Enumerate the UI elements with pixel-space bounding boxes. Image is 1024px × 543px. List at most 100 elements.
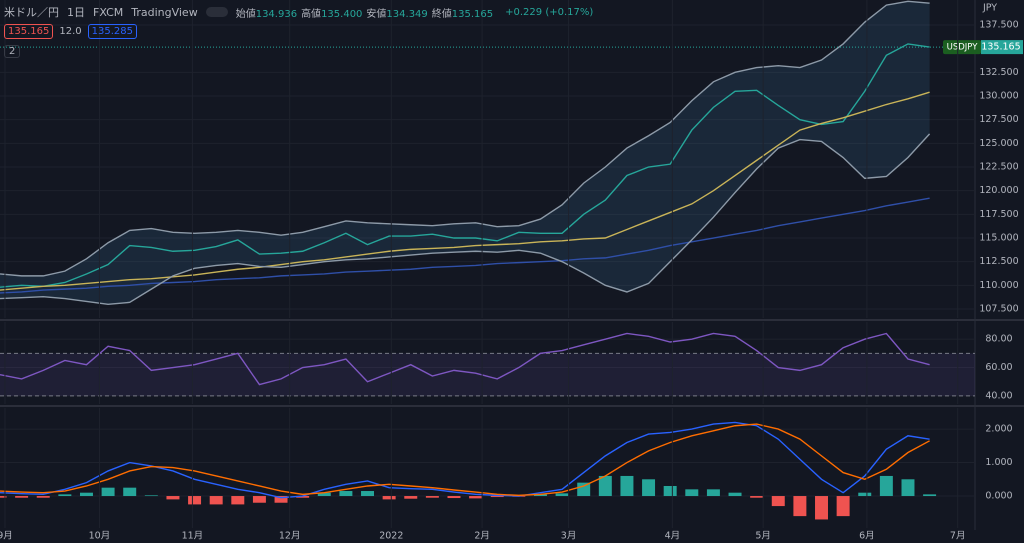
histogram-bar (123, 487, 137, 497)
histogram-bar (425, 496, 439, 498)
ohlc: 始値134.936 高値135.400 安値134.349 終値135.165 (236, 5, 497, 20)
source: FXCM (93, 5, 124, 19)
histogram-bar (663, 485, 677, 497)
x-tick-label: 9月 (0, 531, 13, 542)
series-line (0, 133, 931, 305)
price-axis-bg (975, 0, 1024, 543)
histogram-bar (533, 494, 547, 497)
x-tick-label: 12月 (279, 531, 301, 542)
change: +0.229 (+0.17%) (505, 6, 594, 18)
platform: TradingView (131, 5, 198, 19)
series-line (0, 423, 930, 497)
histogram-bar (209, 496, 223, 505)
y-tick-label: 117.500 (979, 209, 1018, 220)
histogram-bar (317, 492, 331, 497)
histogram-bar (598, 475, 612, 497)
x-tick-label: 4月 (665, 531, 681, 542)
histogram-bar (404, 496, 418, 499)
histogram-bar (923, 494, 937, 497)
histogram-bar (750, 496, 764, 498)
ohlc-value: 134.349 (386, 8, 428, 20)
histogram-bar (555, 493, 569, 497)
ohlc-label: 始値 (235, 8, 256, 20)
histogram-bar (793, 496, 807, 517)
histogram-bar (815, 496, 828, 520)
series-line (0, 197, 930, 294)
spread: 12.0 (59, 26, 82, 37)
histogram-bar (361, 491, 375, 497)
histogram-bar (382, 496, 396, 500)
histogram-bar (490, 496, 504, 498)
y-tick-label: 80.00 (985, 334, 1012, 345)
histogram-bar (231, 496, 245, 505)
histogram-bar (0, 496, 7, 498)
y-tick-label: 0.000 (985, 491, 1012, 502)
histogram-bar (296, 496, 310, 498)
y-tick-label: 107.500 (979, 304, 1018, 315)
ohlc-value: 134.936 (255, 8, 298, 20)
y-tick-label: 112.500 (979, 256, 1018, 267)
x-tick-label: 2月 (474, 531, 490, 542)
x-tick-label: 5月 (755, 531, 771, 542)
histogram-bar (339, 491, 353, 497)
histogram-bar (252, 496, 266, 503)
y-tick-label: 127.500 (979, 114, 1018, 125)
histogram-bar (901, 479, 915, 497)
histogram-bar (58, 494, 72, 497)
header: 米ドル／円 1日 FXCM TradingView 始値134.936 高値135… (4, 4, 593, 20)
y-tick-label: 122.500 (979, 161, 1018, 172)
pane (0, 0, 975, 310)
price-tag-label: 135.165 (981, 42, 1020, 53)
x-tick-label: 7月 (950, 531, 966, 542)
axis-unit: JPY (982, 3, 997, 14)
bid[interactable]: 135.165 (4, 24, 54, 39)
x-tick-label: 6月 (859, 531, 875, 542)
histogram-bar (879, 475, 893, 497)
y-tick-label: 137.500 (979, 19, 1018, 30)
x-tick-label: 11月 (182, 531, 204, 542)
band-fill (0, 1, 930, 305)
histogram-bar (469, 496, 483, 499)
symbol[interactable]: 米ドル／円 (4, 6, 59, 19)
toggle[interactable] (205, 7, 228, 17)
y-tick-label: 115.000 (979, 233, 1018, 244)
ohlc-value: 135.165 (451, 8, 494, 20)
histogram-bar (858, 492, 872, 497)
histogram-bar (144, 495, 158, 497)
ask[interactable]: 135.285 (87, 24, 137, 39)
histogram-bar (36, 496, 50, 498)
band (0, 353, 975, 396)
histogram-bar (577, 482, 591, 497)
histogram-bar (101, 487, 115, 497)
histogram-bar (728, 492, 742, 497)
ohlc-label: 終値 (431, 8, 452, 20)
pane (0, 332, 975, 397)
y-tick-label: 40.00 (985, 390, 1012, 401)
x-tick-label: 10月 (89, 531, 111, 542)
ohlc-value: 135.400 (321, 8, 363, 20)
indicator-toggle[interactable]: 2 (4, 45, 21, 58)
histogram-bar (166, 496, 180, 500)
histogram-bar (620, 475, 634, 497)
histogram-bar (15, 496, 29, 498)
series-line (0, 0, 930, 277)
histogram-bar (79, 492, 93, 497)
y-tick-label: 120.000 (979, 185, 1018, 196)
symbol-tag-label: USDJPY (947, 43, 979, 53)
histogram-bar (685, 489, 699, 497)
histogram-bar (447, 496, 461, 499)
y-tick-label: 125.000 (979, 138, 1018, 149)
x-tick-label: 2022 (379, 531, 403, 542)
series-line (0, 91, 930, 291)
x-tick-label: 3月 (561, 531, 577, 542)
y-tick-label: 1.000 (985, 457, 1012, 468)
histogram-bar (274, 496, 288, 503)
y-tick-label: 130.000 (979, 90, 1018, 101)
y-tick-label: 60.00 (985, 362, 1012, 373)
price-tag (981, 40, 1023, 55)
interval[interactable]: 1日 (67, 6, 85, 19)
symbol-tag (943, 40, 981, 55)
histogram-bar (836, 496, 850, 517)
